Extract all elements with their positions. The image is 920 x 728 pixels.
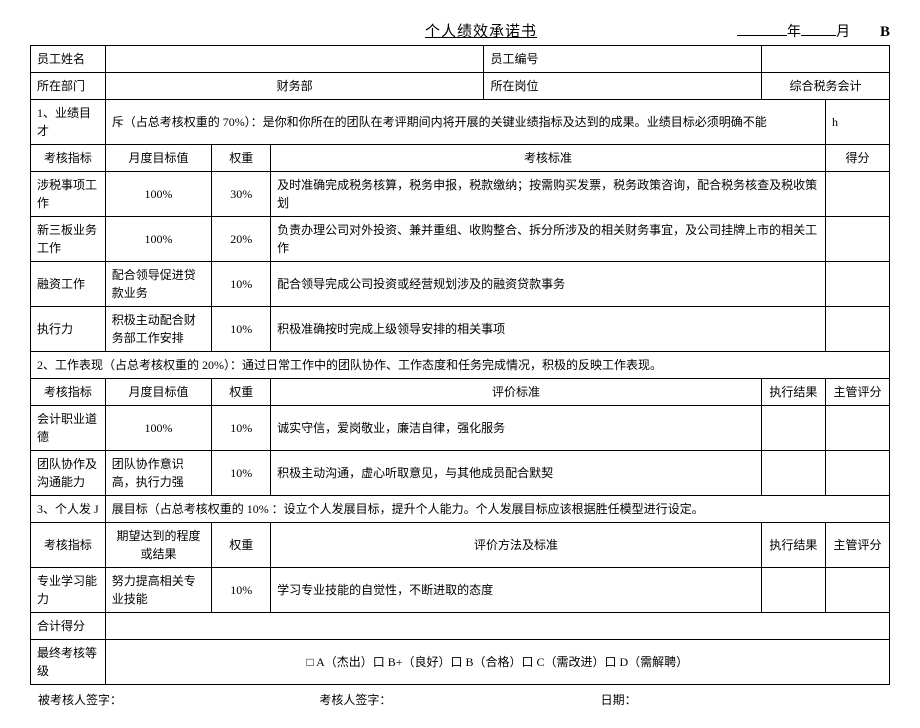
doc-title: 个人绩效承诺书 xyxy=(425,20,537,41)
table-row: 融资工作 配合领导促进贷款业务 10% 配合领导完成公司投资或经营规划涉及的融资… xyxy=(31,262,890,307)
s1-col-target: 月度目标值 xyxy=(105,145,212,172)
sign-assessor: 考核人签字： xyxy=(319,691,600,708)
grade-options: □ A（杰出）口 B+（良好）口 B（合格）口 C（需改进）口 D（需解聘） xyxy=(105,640,889,685)
table-row: 团队协作及沟通能力 团队协作意识高，执行力强 10% 积极主动沟通，虚心听取意见… xyxy=(31,451,890,496)
s1-col-score: 得分 xyxy=(825,145,889,172)
label-name: 员工姓名 xyxy=(31,46,106,73)
section1-heading: 1、业绩目才 斥（占总考核权重的 70%）：是你和你所在的团队在考评期间内将开展… xyxy=(31,100,890,145)
row-employee: 员工姓名 员工编号 xyxy=(31,46,890,73)
section2-heading: 2、工作表现（占总考核权重的 20%）：通过日常工作中的团队协作、工作态度和任务… xyxy=(31,352,890,379)
value-post: 综合税务会计 xyxy=(761,73,889,100)
label-post: 所在岗位 xyxy=(484,73,761,100)
s1-col-indicator: 考核指标 xyxy=(31,145,106,172)
section3-cols: 考核指标 期望达到的程度或结果 权重 评价方法及标准 执行结果 主管评分 xyxy=(31,523,890,568)
signature-row: 被考核人签字： 考核人签字： 日期： xyxy=(30,691,890,708)
value-id xyxy=(761,46,889,73)
title-row: 个人绩效承诺书 年月 B xyxy=(30,20,890,41)
s1-col-standard: 考核标准 xyxy=(271,145,826,172)
table-row: 专业学习能力 努力提高相关专业技能 10% 学习专业技能的自觉性，不断进取的态度 xyxy=(31,568,890,613)
sign-assessee: 被考核人签字： xyxy=(38,691,319,708)
value-name xyxy=(105,46,484,73)
s1-col-weight: 权重 xyxy=(212,145,271,172)
label-grade: 最终考核等级 xyxy=(31,640,106,685)
table-row: 会计职业道德 100% 10% 诚实守信，爱岗敬业，廉洁自律，强化服务 xyxy=(31,406,890,451)
row-grade: 最终考核等级 □ A（杰出）口 B+（良好）口 B（合格）口 C（需改进）口 D… xyxy=(31,640,890,685)
section2-cols: 考核指标 月度目标值 权重 评价标准 执行结果 主管评分 xyxy=(31,379,890,406)
table-row: 新三板业务工作 100% 20% 负责办理公司对外投资、兼并重组、收购整合、拆分… xyxy=(31,217,890,262)
s1-side-mark: h xyxy=(825,100,889,145)
label-id: 员工编号 xyxy=(484,46,761,73)
row-dept: 所在部门 财务部 所在岗位 综合税务会计 xyxy=(31,73,890,100)
value-dept: 财务部 xyxy=(105,73,484,100)
section3-heading: 3、个人发 J 展目标（占总考核权重的 10% ：设立个人发展目标，提升个人能力… xyxy=(31,496,890,523)
label-total: 合计得分 xyxy=(31,613,106,640)
corner-mark: B xyxy=(880,24,890,41)
section1-cols: 考核指标 月度目标值 权重 考核标准 得分 xyxy=(31,145,890,172)
label-dept: 所在部门 xyxy=(31,73,106,100)
table-row: 执行力 积极主动配合财务部工作安排 10% 积极准确按时完成上级领导安排的相关事… xyxy=(31,307,890,352)
performance-table: 员工姓名 员工编号 所在部门 财务部 所在岗位 综合税务会计 1、业绩目才 斥（… xyxy=(30,45,890,685)
s1-heading-a: 1、业绩目才 xyxy=(31,100,106,145)
s1-heading-b: 斥（占总考核权重的 70%）：是你和你所在的团队在考评期间内将开展的关键业绩指标… xyxy=(105,100,825,145)
table-row: 涉税事项工作 100% 30% 及时准确完成税务核算，税务申报，税款缴纳；按需购… xyxy=(31,172,890,217)
sign-date: 日期： xyxy=(601,691,882,708)
date-area: 年月 xyxy=(737,21,850,41)
row-total: 合计得分 xyxy=(31,613,890,640)
